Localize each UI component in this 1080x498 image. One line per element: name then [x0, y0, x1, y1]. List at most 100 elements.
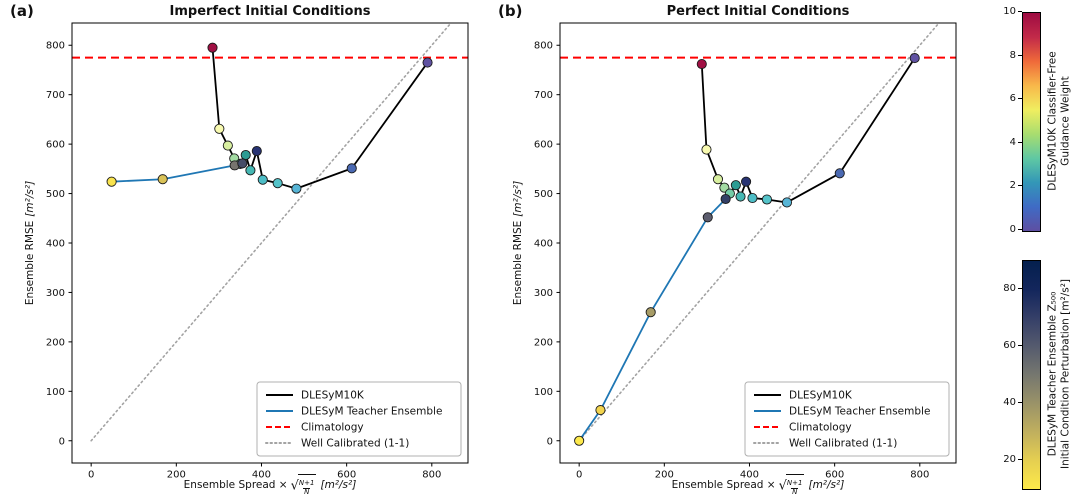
colorbar-tick-mark — [1018, 287, 1022, 289]
colorbar-tick-label: 20 — [1003, 453, 1016, 465]
y-tick-label: 300 — [534, 288, 553, 299]
sqrt-symbol: √ — [778, 478, 787, 493]
plot-area-b: 0 200 400 600 800 0 100 200 300 400 500 600 700 800 DL… — [534, 22, 957, 481]
y-tick-label: 400 — [534, 239, 553, 250]
colorbar-tick-mark — [1018, 458, 1022, 460]
x-axis-label-b: Ensemble Spread × √ N+1 N [m²/s²] — [560, 473, 956, 496]
y-tick-label: 200 — [46, 337, 65, 348]
well-calibrated-line — [578, 22, 940, 442]
y-tick-label: 400 — [46, 239, 65, 250]
legend-label: DLESyM Teacher Ensemble — [789, 406, 930, 418]
x-tick-label: 800 — [910, 470, 929, 481]
y-axis-label-a: Ensemble RMSE [m²/s²] — [24, 181, 36, 305]
data-point — [207, 42, 218, 53]
fraction-denominator: N — [791, 487, 799, 496]
legend-label: Well Calibrated (1-1) — [301, 438, 409, 450]
y-tick-label: 800 — [534, 41, 553, 52]
data-point — [106, 176, 117, 187]
fraction-numerator: N+1 — [786, 478, 803, 487]
legend-label: Climatology — [301, 422, 364, 434]
radicand: N+1 N — [297, 473, 317, 496]
colorbar-tick-label: 4 — [1009, 136, 1016, 148]
legend-box — [744, 381, 950, 457]
colorbar-gradient — [1022, 12, 1041, 232]
data-point — [730, 180, 741, 191]
colorbar-label: DLESyM10K Classifier-Free Guidance Weigh… — [1046, 51, 1071, 190]
colorbar-gradient — [1022, 260, 1041, 490]
legend-label: DLESyM10K — [301, 390, 365, 402]
x-tick-label: 400 — [740, 470, 759, 481]
y-tick-label: 200 — [534, 337, 553, 348]
y-tick-label: 0 — [59, 436, 65, 447]
colorbar-label-line1: DLESyM10K Classifier-Free — [1046, 51, 1059, 191]
well-calibrated-line — [90, 22, 452, 442]
panel-a: (a) Imperfect Initial Conditions 0 200 400… — [0, 0, 500, 498]
data-point — [834, 168, 845, 179]
colorbar-tick-label: 40 — [1003, 396, 1016, 408]
legend-box — [256, 381, 462, 457]
data-point — [157, 174, 168, 185]
y-tick-label: 0 — [547, 436, 553, 447]
colorbar-label: DLESyM Teacher Ensemble Z₅₀₀ Initial Con… — [1046, 279, 1071, 469]
colorbar-tick-mark — [1018, 54, 1022, 56]
data-point — [735, 191, 746, 202]
colorbar-tick-mark — [1018, 98, 1022, 100]
panel-letter-a: (a) — [10, 2, 34, 20]
radicand: N+1 N — [785, 473, 805, 496]
panel-title-b: Perfect Initial Conditions — [666, 4, 850, 19]
data-point — [747, 192, 758, 204]
y-axis-label-units: [m²/s²] — [512, 180, 524, 217]
x-axis-label-prefix: Ensemble Spread × — [183, 479, 288, 491]
panel-title-a: Imperfect Initial Conditions — [169, 4, 371, 19]
colorbar-tick-mark — [1018, 141, 1022, 143]
legend-label: Climatology — [789, 422, 852, 434]
data-point — [909, 53, 920, 64]
colorbar-tick-labels: 20 40 60 80 — [985, 260, 1016, 488]
y-axis-label-text: Ensemble RMSE — [512, 220, 524, 306]
data-point — [702, 212, 713, 223]
x-tick-label: 200 — [167, 470, 186, 481]
data-point — [422, 57, 433, 68]
fraction-numerator: N+1 — [298, 478, 315, 487]
colorbar-tick-label: 60 — [1003, 339, 1016, 351]
data-point — [701, 144, 712, 155]
fraction: N+1 N — [298, 478, 315, 496]
y-tick-label: 500 — [46, 189, 65, 200]
fraction: N+1 N — [786, 478, 803, 496]
y-tick-label: 500 — [534, 189, 553, 200]
colorbar-tick-mark — [1018, 185, 1022, 187]
sqrt-symbol: √ — [290, 478, 299, 493]
data-point — [574, 435, 585, 446]
colorbar-tick-label: 6 — [1009, 93, 1016, 105]
y-axis-label-b: Ensemble RMSE [m²/s²] — [512, 181, 524, 305]
colorbar-tick-mark — [1018, 229, 1022, 230]
y-tick-label: 100 — [46, 387, 65, 398]
x-axis-label-units: [m²/s²] — [808, 479, 845, 491]
colorbar-ic-perturbation: 20 40 60 80 DLESyM Teacher Ensemble Z₅₀₀ In… — [985, 248, 1080, 498]
plot-area-a: 0 200 400 600 800 0 100 200 300 400 500 600 700 800 DL… — [46, 22, 469, 481]
data-point — [741, 176, 752, 187]
data-point — [257, 174, 268, 185]
colorbar-tick-mark — [1018, 11, 1022, 12]
x-tick-label: 0 — [576, 470, 582, 481]
x-tick-label: 600 — [825, 470, 844, 481]
data-point — [291, 183, 302, 194]
y-tick-label: 700 — [46, 90, 65, 101]
y-tick-label: 600 — [46, 140, 65, 151]
colorbar-tick-mark — [1018, 344, 1022, 346]
colorbar-tick-label: 2 — [1009, 180, 1016, 192]
data-point — [237, 158, 248, 169]
colorbar-tick-marks — [1018, 260, 1022, 488]
x-tick-label: 800 — [422, 470, 441, 481]
colorbar-guidance-weight: 0 2 4 6 8 10 DLESyM10K Classifier-Free Guidan… — [985, 0, 1080, 248]
data-point — [245, 165, 256, 176]
colorbars: 0 2 4 6 8 10 DLESyM10K Classifier-Free Guidan… — [985, 0, 1080, 498]
colorbar-tick-label: 10 — [1003, 6, 1016, 17]
fraction-denominator: N — [303, 487, 311, 496]
colorbar-tick-marks — [1018, 11, 1022, 230]
panel-letter-b: (b) — [498, 2, 523, 20]
colorbar-tick-labels: 0 2 4 6 8 10 — [985, 7, 1016, 235]
data-point — [645, 307, 656, 318]
series-line-dlesym-teacher-ensemble — [578, 198, 727, 442]
data-point — [595, 405, 606, 416]
